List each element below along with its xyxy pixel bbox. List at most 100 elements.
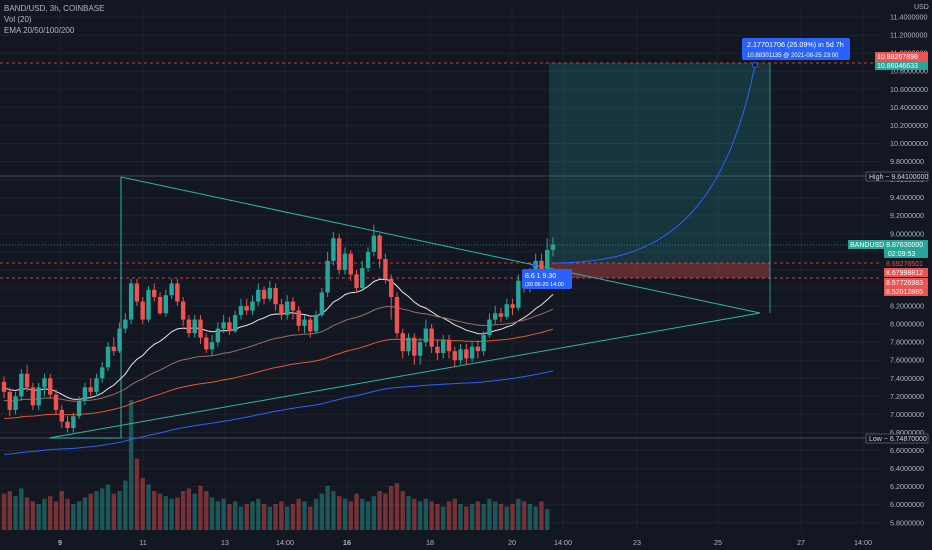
svg-text:High ~ 9.64100000: High ~ 9.64100000 xyxy=(869,174,928,181)
volume-bar xyxy=(232,501,238,530)
volume-bar xyxy=(117,491,122,530)
candle-body xyxy=(140,301,145,320)
volume-bar xyxy=(198,485,203,530)
volume-bar xyxy=(250,501,255,530)
candle-body xyxy=(498,313,504,317)
candle-body xyxy=(493,313,498,320)
volume-bar xyxy=(319,493,325,530)
volume-legend[interactable]: Vol (20) xyxy=(4,15,32,24)
time-axis[interactable]: 9 11 13 14:00 16 18 20 14:00 23 25 27 14:00 xyxy=(0,532,880,550)
time-tick-label: 20 xyxy=(508,538,516,547)
candle-body xyxy=(175,283,180,302)
volume-bar xyxy=(446,501,452,530)
price-tick-label: 7.2000000 xyxy=(890,392,924,401)
candle-body xyxy=(435,346,440,353)
time-tick-label: 11 xyxy=(139,538,146,547)
price-tick-label: 8.2000000 xyxy=(890,302,924,311)
volume-bar xyxy=(192,493,197,530)
svg-text:8.69276501: 8.69276501 xyxy=(886,261,923,268)
candle-body xyxy=(469,346,475,359)
candle-body xyxy=(504,304,509,317)
candle-body xyxy=(533,260,538,275)
svg-text:8.57726983: 8.57726983 xyxy=(886,280,923,287)
volume-bar xyxy=(169,498,174,530)
chart-legend: BAND/USD, 3h, COINBASE Vol (20) EMA 20/5… xyxy=(4,3,104,36)
tag-high: High ~ 9.64100000 xyxy=(865,171,928,182)
price-tick-label: 7.4000000 xyxy=(890,374,924,383)
volume-bar xyxy=(227,504,232,530)
candle-body xyxy=(545,250,550,270)
volume-bar xyxy=(204,491,209,530)
stop-zone[interactable] xyxy=(549,263,770,278)
projection-line2: 10.88301135 @ 2021-08-25 23:00 xyxy=(747,53,839,59)
projection-endpoint[interactable] xyxy=(752,62,758,68)
time-tick-label: 16 xyxy=(343,538,351,547)
candle-body xyxy=(458,349,463,361)
volume-bar xyxy=(134,458,140,530)
time-tick-label: 27 xyxy=(797,538,805,547)
candle-body xyxy=(325,260,330,293)
candle-body xyxy=(290,301,296,311)
volume-bar xyxy=(59,491,64,530)
volume-bar xyxy=(504,506,509,530)
candle-body xyxy=(487,319,492,335)
long-position-tool[interactable] xyxy=(0,62,880,439)
candle-body xyxy=(429,328,434,347)
projection-label: 2.17701706 (25.09%) in 5d 7h 10.88301135… xyxy=(742,38,850,60)
target-zone[interactable] xyxy=(549,63,770,263)
volume-bar xyxy=(256,498,261,530)
candle-body xyxy=(215,328,221,343)
candle-body xyxy=(388,278,394,297)
candles xyxy=(1,224,556,433)
ema-legend[interactable]: EMA 20/50/100/200 xyxy=(4,26,75,35)
projection-curve[interactable] xyxy=(554,64,756,264)
volume-bar xyxy=(377,491,382,530)
candle-body xyxy=(36,387,41,406)
candle-body xyxy=(65,421,70,428)
candle-body xyxy=(308,319,313,332)
candle-body xyxy=(117,328,122,352)
ema100-line xyxy=(3,328,554,419)
volume-bar xyxy=(469,504,475,530)
candle-body xyxy=(209,342,215,350)
candle-body xyxy=(1,381,7,392)
tag-low: Low ~ 6.74870000 xyxy=(865,433,929,444)
price-tick-label: 10.6000000 xyxy=(890,85,928,94)
volume-bar xyxy=(354,493,359,530)
volume-bar xyxy=(516,498,521,530)
tag-target-1: 10.88267898 xyxy=(875,52,928,61)
candle-body xyxy=(452,351,457,361)
volume-bar xyxy=(533,506,538,530)
time-tick-label: 25 xyxy=(714,538,722,547)
candle-body xyxy=(19,373,24,397)
volume-bar xyxy=(487,498,492,530)
volume-bar xyxy=(111,493,116,530)
price-tick-label: 7.6000000 xyxy=(890,356,924,365)
candle-body xyxy=(261,289,267,299)
svg-text:8.52012865: 8.52012865 xyxy=(886,289,923,296)
volume-bar xyxy=(417,501,423,530)
price-tick-label: 9.0000000 xyxy=(890,229,924,238)
candle-body xyxy=(48,378,53,395)
price-axis[interactable]: USD 11.400000011.200000011.000000010.800… xyxy=(848,0,932,550)
volume-bar xyxy=(88,493,93,530)
time-tick-label: 14:00 xyxy=(276,538,294,547)
volume-bar xyxy=(175,497,180,530)
candle-body xyxy=(128,283,134,320)
candle-body xyxy=(417,342,423,356)
candle-body xyxy=(464,349,469,359)
volume-bar xyxy=(493,501,498,530)
candle-body xyxy=(221,322,226,329)
svg-text:10.86046633: 10.86046633 xyxy=(877,63,918,70)
volume-bar xyxy=(521,501,527,530)
volume-bar xyxy=(412,498,417,530)
symbol-legend[interactable]: BAND/USD, 3h, COINBASE xyxy=(4,4,105,13)
volume-bar xyxy=(313,498,319,530)
candle-body xyxy=(279,304,284,316)
volume-bar xyxy=(336,496,342,530)
volume-bar xyxy=(325,485,330,530)
candle-body xyxy=(394,296,400,334)
projection-start[interactable] xyxy=(532,263,536,267)
candle-body xyxy=(360,268,365,288)
